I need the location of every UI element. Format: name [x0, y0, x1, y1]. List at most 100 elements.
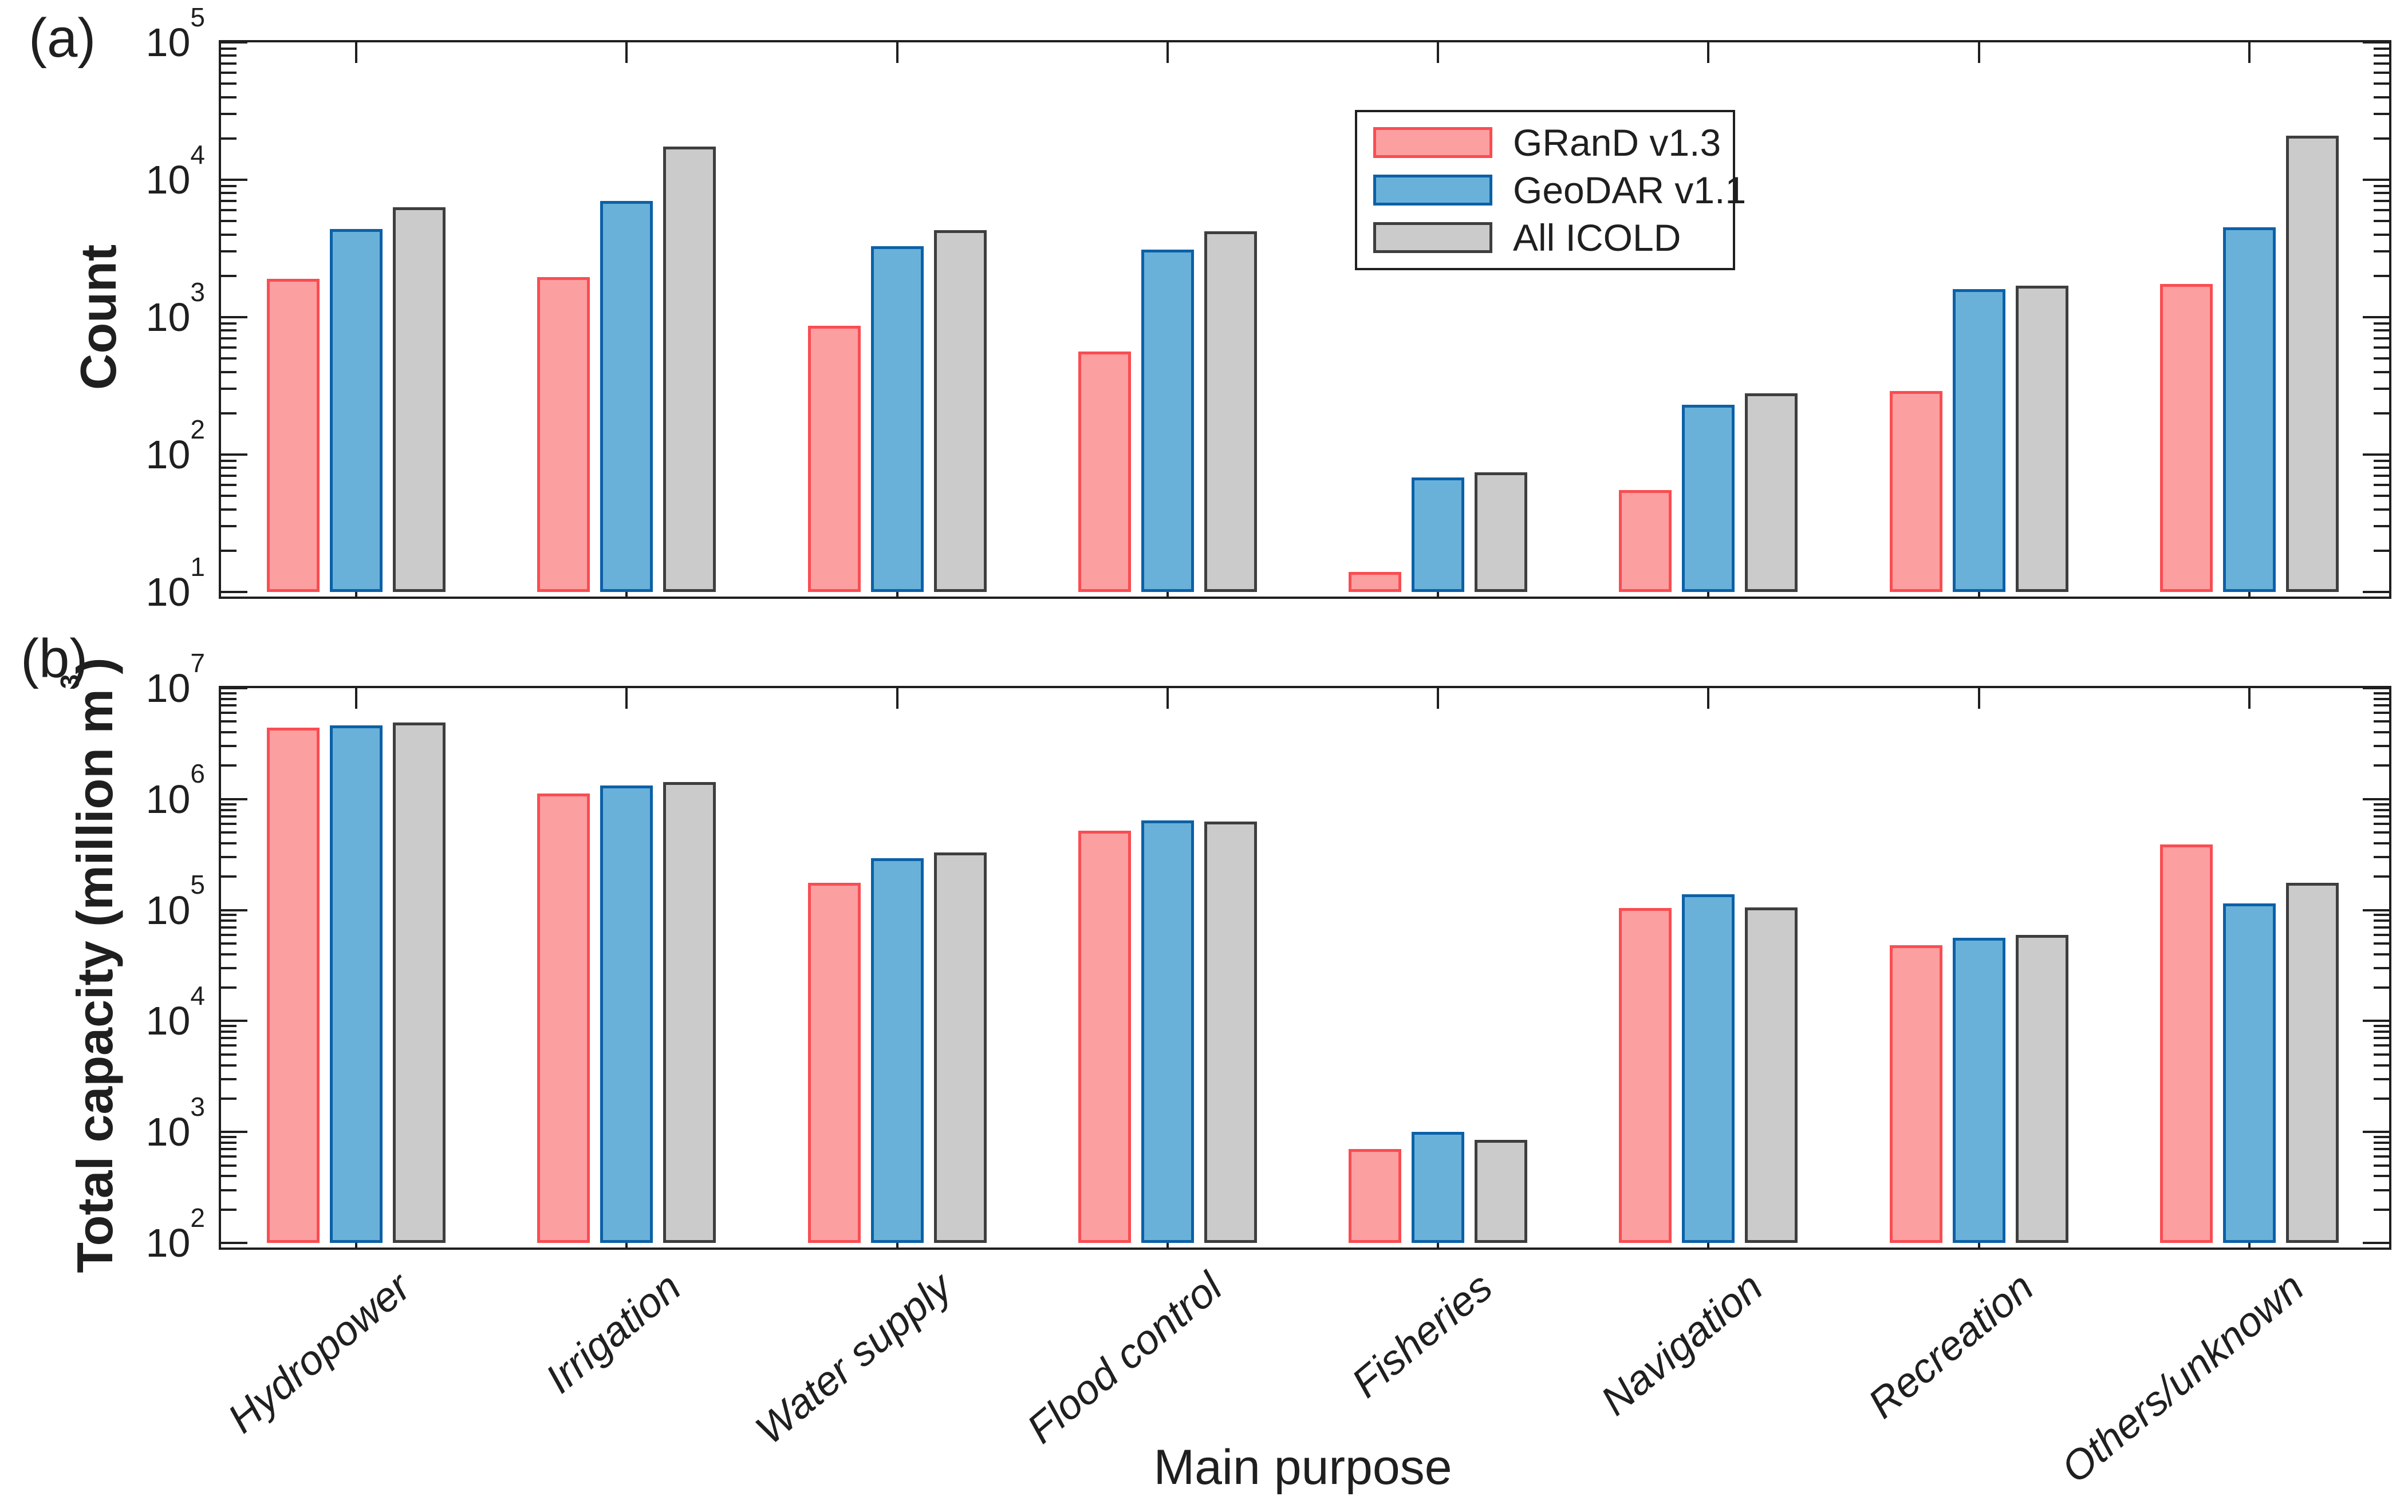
y-minor-tick-b [221, 1155, 237, 1158]
y-minor-tick-a [2374, 412, 2389, 414]
y-minor-tick-b [2374, 822, 2389, 825]
x-tick-top-b-fisheries [1437, 688, 1440, 709]
y-minor-tick-b [2374, 1141, 2389, 1144]
y-major-tick-b-1e7 [2363, 687, 2389, 689]
y-minor-tick-b [221, 1064, 237, 1067]
y-minor-tick-b [221, 933, 237, 936]
legend-swatch-icold [1373, 222, 1492, 253]
y-minor-tick-a [221, 459, 237, 462]
bar-b-navigation-geodar-v1-1 [1682, 894, 1735, 1243]
y-major-tick-b-1e4 [2363, 1020, 2389, 1023]
y-minor-tick-a [221, 184, 237, 187]
y-minor-tick-b [221, 1097, 237, 1100]
bar-b-others-unknown-geodar-v1-1 [2222, 903, 2276, 1243]
legend: GRanD v1.3 GeoDAR v1.1 All ICOLD [1355, 110, 1746, 270]
bar-b-water-supply-all-icold [933, 852, 987, 1243]
y-minor-tick-a [221, 357, 237, 360]
bar-a-irrigation-geodar-v1-1 [600, 201, 653, 592]
y-minor-tick-b [2374, 926, 2389, 929]
y-minor-tick-b [221, 1031, 237, 1033]
y-minor-tick-b [2374, 1155, 2389, 1158]
y-minor-tick-b [2374, 697, 2389, 700]
y-minor-tick-a [2374, 467, 2389, 469]
y-minor-tick-b [221, 808, 237, 811]
bar-a-fisheries-geodar-v1-1 [1412, 477, 1465, 592]
y-minor-tick-a [221, 220, 237, 223]
y-minor-tick-b [221, 704, 237, 707]
y-minor-tick-a [2374, 113, 2389, 116]
y-minor-tick-b [221, 815, 237, 818]
y-minor-tick-b [221, 1175, 237, 1178]
y-minor-tick-b [221, 831, 237, 834]
y-minor-tick-b [2374, 1097, 2389, 1100]
bar-a-irrigation-grand-v1-3 [537, 277, 590, 592]
bar-b-recreation-geodar-v1-1 [1952, 938, 2005, 1243]
panel-a-plot [219, 40, 2391, 599]
y-minor-tick-a [2374, 459, 2389, 462]
y-minor-tick-b [2374, 704, 2389, 707]
panel-b-letter: (b) [21, 628, 88, 689]
bar-a-flood-control-all-icold [1204, 231, 1257, 592]
bar-b-flood-control-geodar-v1-1 [1141, 820, 1194, 1243]
bar-a-hydropower-geodar-v1-1 [330, 228, 383, 592]
bar-a-recreation-grand-v1-3 [1889, 391, 1942, 592]
y-minor-tick-a [2374, 357, 2389, 360]
y-minor-tick-a [221, 467, 237, 469]
legend-label-grand: GRanD v1.3 [1513, 121, 1721, 164]
y-tick-label-a-1e3: 103 [145, 277, 205, 339]
bar-a-water-supply-grand-v1-3 [807, 325, 861, 592]
y-major-tick-b-1e2 [221, 1242, 247, 1244]
y-minor-tick-a [221, 322, 237, 325]
y-minor-tick-b [221, 1189, 237, 1191]
y-minor-tick-a [2374, 184, 2389, 187]
bar-b-hydropower-grand-v1-3 [267, 728, 320, 1243]
y-minor-tick-a [221, 549, 237, 552]
x-tick-top-a-irrigation [625, 42, 628, 63]
y-minor-tick-b [221, 764, 237, 767]
y-major-tick-a-1e4 [2363, 179, 2389, 181]
legend-item-geodar: GeoDAR v1.1 [1373, 168, 1746, 212]
y-tick-label-a-1e1: 101 [145, 551, 205, 614]
y-minor-tick-b [2374, 914, 2389, 917]
y-minor-tick-b [221, 919, 237, 922]
y-minor-tick-b [2374, 953, 2389, 956]
y-tick-label-b-1e6: 106 [145, 759, 205, 822]
bar-a-irrigation-all-icold [663, 146, 716, 592]
bar-a-fisheries-grand-v1-3 [1349, 571, 1402, 592]
y-minor-tick-a [221, 412, 237, 414]
y-major-tick-b-1e7 [221, 687, 247, 689]
bar-b-water-supply-geodar-v1-1 [870, 858, 924, 1243]
y-minor-tick-a [2374, 508, 2389, 511]
y-major-tick-a-1e2 [2363, 453, 2389, 456]
y-minor-tick-b [2374, 933, 2389, 936]
y-tick-label-a-1e4: 104 [145, 139, 205, 202]
y-minor-tick-a [2374, 274, 2389, 277]
x-tick-top-a-hydropower [355, 42, 358, 63]
x-tick-top-a-fisheries [1437, 42, 1440, 63]
y-minor-tick-b [2374, 842, 2389, 844]
y-minor-tick-b [221, 926, 237, 929]
y-minor-tick-a [221, 484, 237, 487]
y-minor-tick-a [221, 475, 237, 477]
bar-a-flood-control-geodar-v1-1 [1141, 250, 1194, 592]
y-minor-tick-b [2374, 1044, 2389, 1047]
y-minor-tick-b [221, 1077, 237, 1080]
y-minor-tick-a [2374, 495, 2389, 498]
bar-b-navigation-all-icold [1745, 907, 1798, 1243]
y-major-tick-a-1e2 [221, 453, 247, 456]
y-minor-tick-a [221, 47, 237, 50]
y-major-tick-a-1e5 [2363, 41, 2389, 44]
bar-b-fisheries-geodar-v1-1 [1412, 1132, 1465, 1243]
y-minor-tick-a [2374, 388, 2389, 390]
y-minor-tick-b [221, 1148, 237, 1151]
bar-b-hydropower-all-icold [393, 723, 446, 1243]
y-tick-label-b-1e2: 102 [145, 1202, 205, 1265]
y-minor-tick-a [2374, 200, 2389, 203]
y-minor-tick-b [221, 731, 237, 734]
y-minor-tick-a [2374, 337, 2389, 340]
y-minor-tick-a [2374, 137, 2389, 140]
y-major-tick-b-1e6 [221, 798, 247, 800]
bar-a-flood-control-grand-v1-3 [1078, 352, 1131, 592]
y-minor-tick-b [2374, 831, 2389, 834]
